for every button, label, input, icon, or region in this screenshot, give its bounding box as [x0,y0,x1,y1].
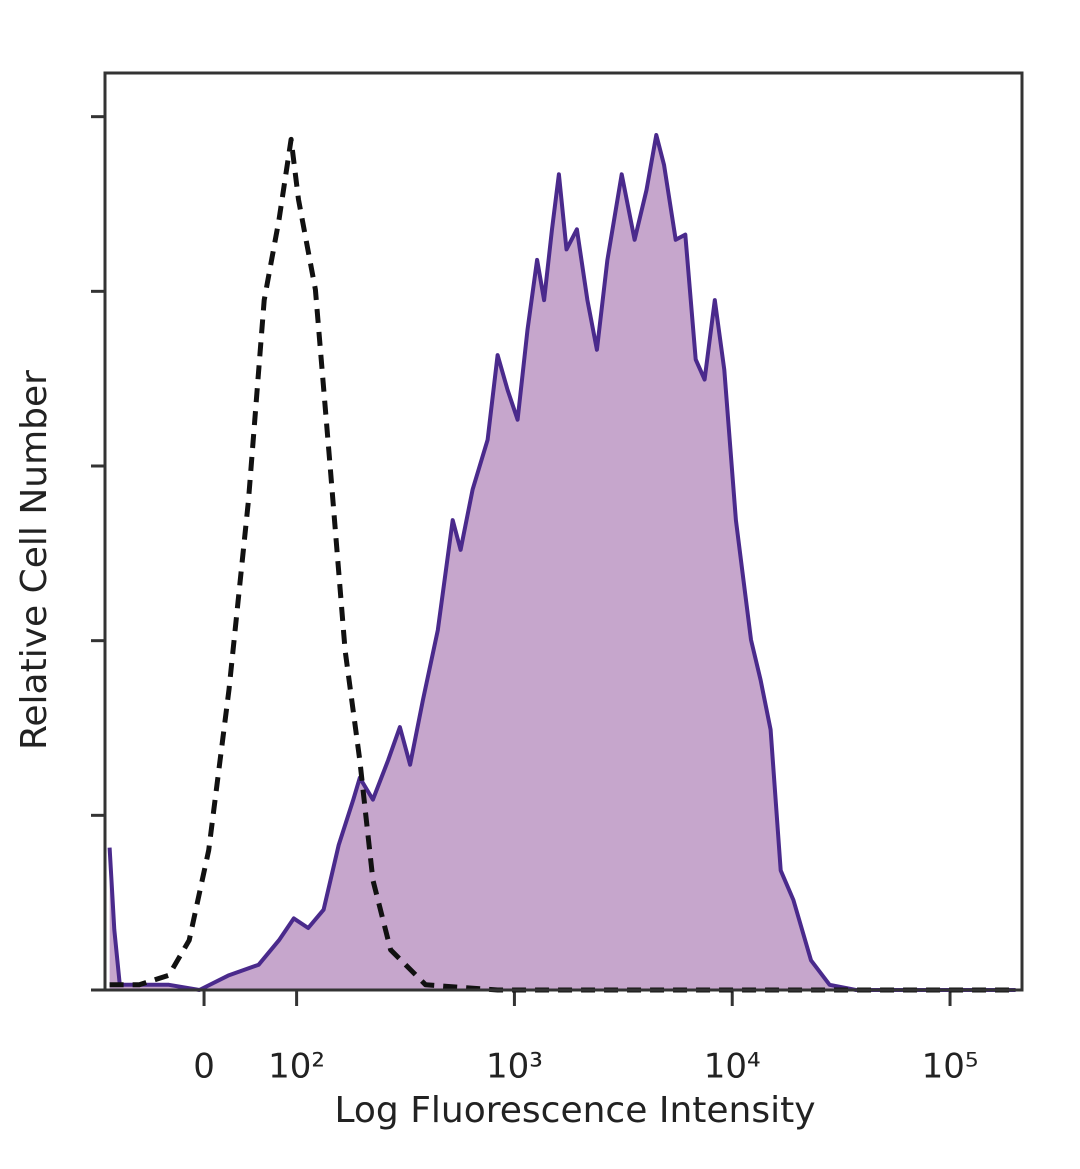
x-tick-label: 10² [268,1047,325,1087]
x-tick-label: 10³ [486,1047,543,1087]
x-tick-label: 10⁴ [704,1047,761,1087]
stained-histogram [107,133,1016,992]
x-tick-label: 0 [193,1047,215,1087]
x-axis-title: Log Fluorescence Intensity [334,1090,815,1131]
y-axis-title: Relative Cell Number [14,370,55,750]
control-histogram [109,136,1016,993]
histogram-fill [109,135,1016,990]
plot-frame [103,71,1024,992]
x-tick-label: 10⁵ [922,1047,979,1087]
